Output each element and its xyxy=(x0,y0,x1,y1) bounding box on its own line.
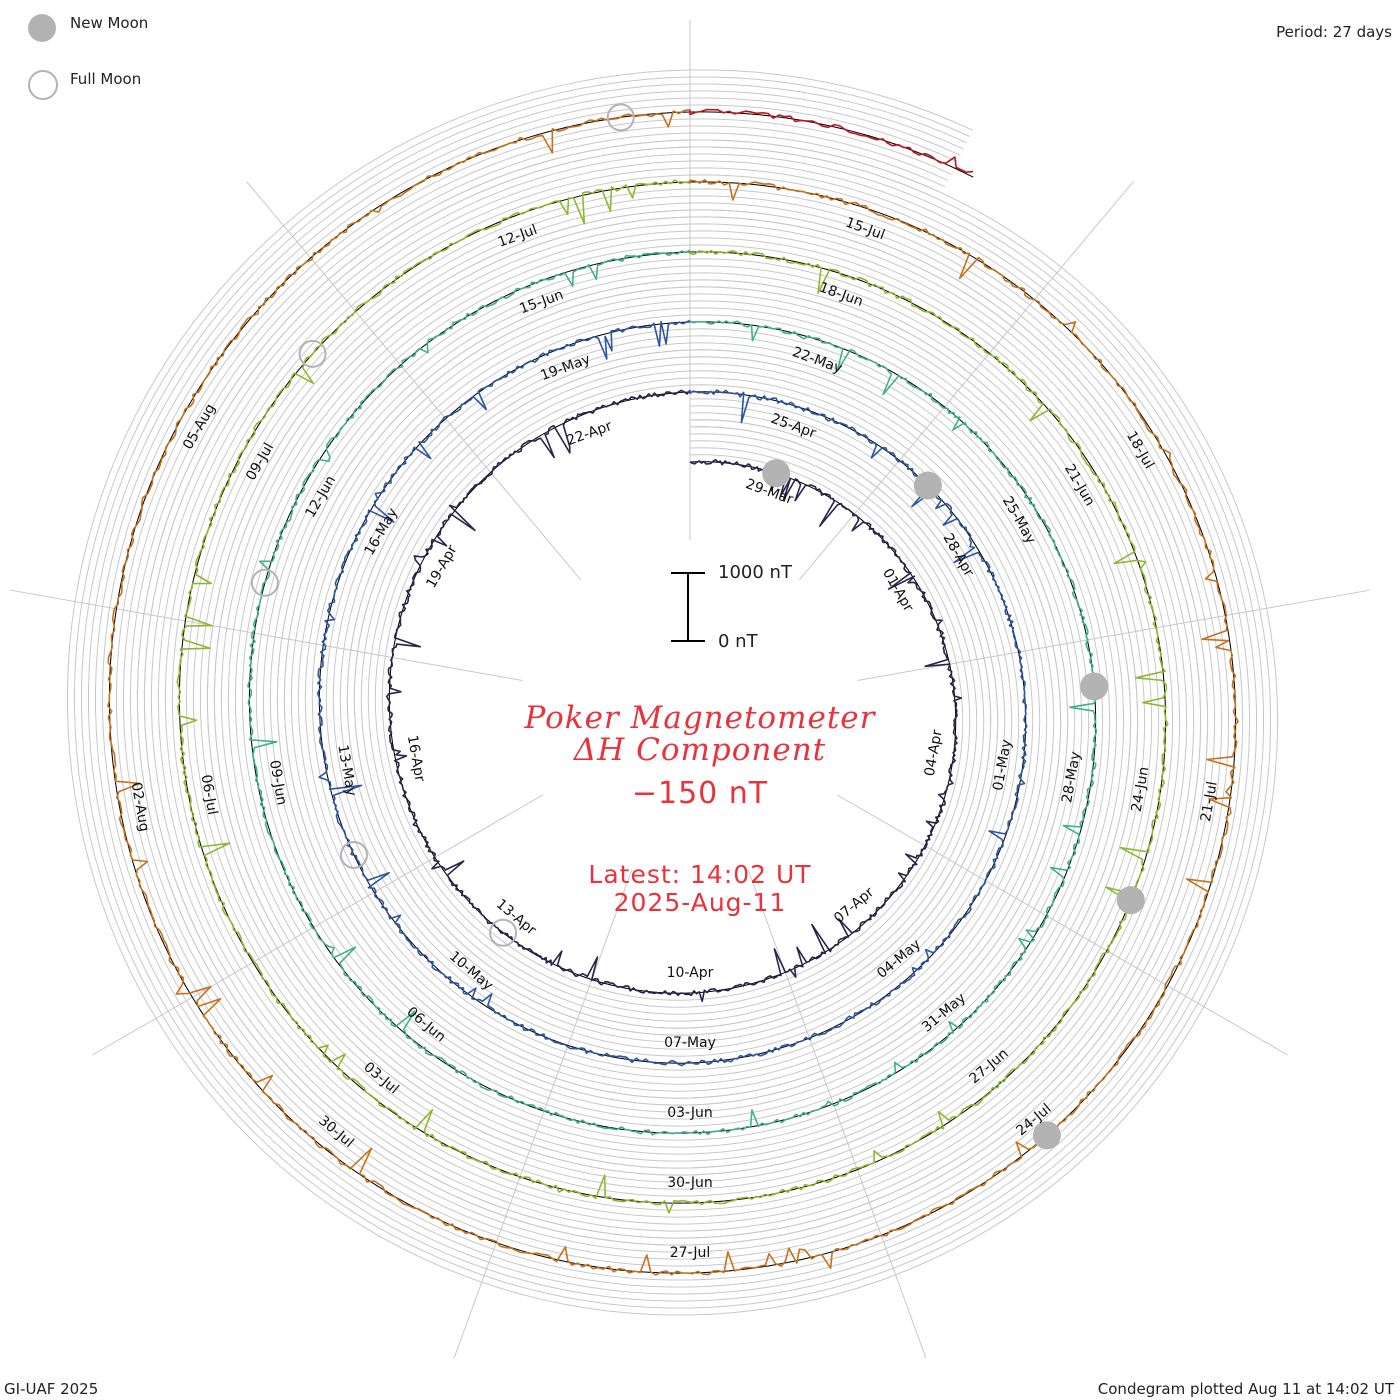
data-trace-series xyxy=(107,108,1239,1276)
new-moon-marker xyxy=(1032,1121,1061,1150)
scale-top-label: 1000 nT xyxy=(718,562,792,583)
full-moon-legend-icon xyxy=(28,70,58,100)
period-label: Period: 27 days xyxy=(1276,23,1392,41)
footer-plot-time: Condegram plotted Aug 11 at 14:02 UT xyxy=(1097,1380,1394,1398)
date-tick-label: 25-May xyxy=(999,494,1039,547)
new-moon-marker xyxy=(1080,672,1109,701)
day-spoke xyxy=(747,869,927,1359)
data-trace-series xyxy=(386,389,963,1002)
full-moon-marker xyxy=(298,339,327,368)
day-spoke xyxy=(798,181,1134,581)
day-spoke xyxy=(10,589,523,681)
date-tick-label: 22-May xyxy=(790,344,844,377)
grid-spiral xyxy=(143,146,1202,1239)
date-tick-label: 28-May xyxy=(1059,750,1084,804)
date-tick-label: 31-May xyxy=(919,990,969,1036)
grid-spiral xyxy=(102,104,1244,1281)
date-tick-label: 07-May xyxy=(664,1035,716,1051)
full-moon-marker xyxy=(339,840,368,869)
new-moon-legend-icon xyxy=(28,14,56,42)
scale-bar xyxy=(671,572,705,642)
grid-spiral xyxy=(67,69,1278,1316)
full-moon-marker xyxy=(606,103,635,132)
grid-spiral xyxy=(74,76,1271,1309)
full-moon-marker xyxy=(489,918,518,947)
date-tick-label: 15-Jul xyxy=(843,215,887,244)
new-moon-marker xyxy=(1116,886,1145,915)
footer-credit: GI-UAF 2025 xyxy=(4,1380,99,1398)
date-tick-label: 03-Jun xyxy=(667,1105,713,1121)
grid-spiral xyxy=(116,118,1230,1267)
full-moon-legend-label: Full Moon xyxy=(70,70,142,88)
new-moon-marker xyxy=(762,459,791,488)
grid-spiral xyxy=(123,125,1223,1260)
date-tick-label: 09-Jul xyxy=(243,440,277,483)
date-tick-label: 04-May xyxy=(874,936,924,982)
scale-bottom-label: 0 nT xyxy=(718,631,758,652)
date-tick-label: 30-Jun xyxy=(667,1175,713,1191)
day-spoke xyxy=(92,794,544,1056)
data-trace-series xyxy=(176,179,1169,1214)
current-value: −150 nT xyxy=(631,776,769,811)
grid-spiral xyxy=(95,97,1250,1288)
day-spoke xyxy=(836,794,1288,1056)
data-trace-series xyxy=(316,319,1028,1067)
day-spokes xyxy=(10,20,1370,1359)
date-tick-label: 27-Jul xyxy=(670,1245,711,1261)
chart-title-line1: Poker Magnetometer xyxy=(524,700,876,736)
grid-spiral xyxy=(81,83,1264,1302)
day-spoke xyxy=(453,869,633,1359)
latest-date: 2025-Aug-11 xyxy=(613,888,787,917)
date-tick-label: 10-Apr xyxy=(667,965,714,981)
date-tick-label: 21-Jul xyxy=(1198,780,1221,823)
new-moon-marker xyxy=(913,471,942,500)
grid-spiral xyxy=(130,132,1216,1253)
date-tick-label: 24-Jun xyxy=(1129,766,1153,814)
full-moon-marker xyxy=(250,568,279,597)
date-tick-label: 18-Jul xyxy=(1123,429,1157,472)
grid-spiral xyxy=(88,90,1257,1295)
date-tick-label: 06-Jul xyxy=(198,773,221,816)
date-tick-label: 22-Apr xyxy=(565,418,615,449)
latest-time: Latest: 14:02 UT xyxy=(588,860,812,889)
data-traces xyxy=(107,108,1239,1276)
data-trace-series xyxy=(689,108,974,173)
date-tick-label: 15-Jun xyxy=(517,287,565,318)
date-tick-label: 09-Jun xyxy=(266,759,290,807)
moon-markers xyxy=(250,103,1145,1150)
date-tick-label: 19-May xyxy=(538,351,592,384)
day-spoke xyxy=(246,181,582,581)
data-trace-series xyxy=(247,249,1098,1136)
chart-title-line2: ΔH Component xyxy=(573,732,827,768)
new-moon-legend-label: New Moon xyxy=(70,14,149,32)
date-tick-label: 02-Aug xyxy=(128,781,152,833)
